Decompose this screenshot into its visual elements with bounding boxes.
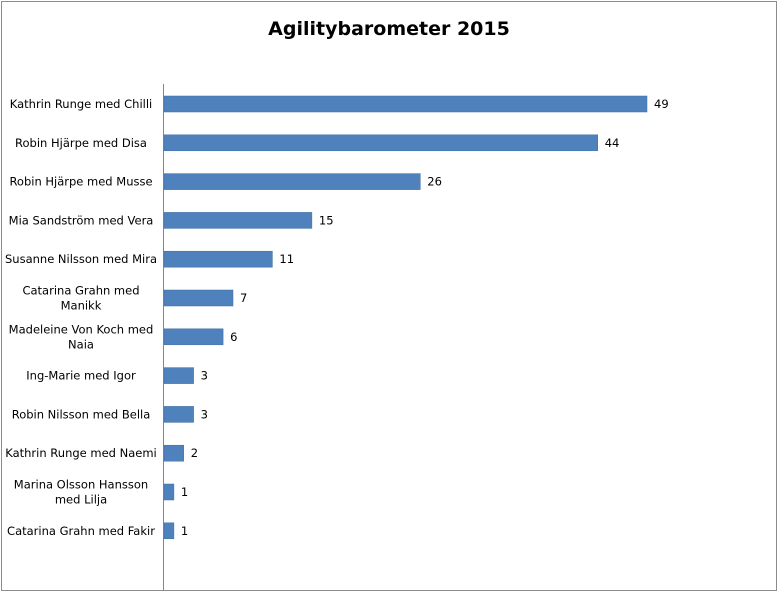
bar-value-label: 49 — [654, 97, 669, 111]
bar — [163, 212, 313, 229]
category-label: Kathrin Runge med Chilli — [10, 97, 152, 111]
category-label-line: Mia Sandström med Vera — [9, 213, 154, 227]
category-label-line: Madeleine Von Koch med — [9, 322, 154, 336]
bar-value-label: 15 — [319, 213, 334, 227]
category-label-line: Robin Hjärpe med Disa — [15, 136, 147, 150]
category-label: Catarina Grahn med Fakir — [7, 524, 155, 538]
category-label-line: Catarina Grahn med Fakir — [7, 524, 155, 538]
bar — [163, 444, 184, 462]
chart-title: Agilitybarometer 2015 — [268, 18, 510, 40]
category-label-line: Kathrin Runge med Chilli — [10, 97, 152, 111]
bar — [163, 173, 421, 190]
bar — [163, 328, 224, 346]
category-label-line: Marina Olsson Hansson — [14, 478, 148, 492]
bar-value-label: 3 — [201, 407, 208, 421]
bar-value-label: 1 — [181, 485, 188, 499]
category-label: Kathrin Runge med Naemi — [5, 446, 157, 460]
bar-value-label: 7 — [240, 291, 247, 305]
bar — [163, 483, 175, 501]
category-label: Robin Hjärpe med Musse — [9, 175, 152, 189]
bar-value-label: 44 — [605, 136, 620, 150]
bars-group: 49 Kathrin Runge med Chilli 44 Robin Hjärpe… — [5, 95, 669, 540]
category-label-line: Robin Hjärpe med Musse — [9, 175, 152, 189]
category-label: Susanne Nilsson med Mira — [5, 252, 157, 266]
bar-value-label: 3 — [201, 369, 208, 383]
bar — [163, 406, 194, 423]
category-label-line: Catarina Grahn med — [22, 284, 139, 298]
category-label: Marina Olsson Hansson med Lilja — [14, 478, 148, 507]
bar — [163, 95, 648, 113]
bar — [163, 367, 194, 384]
bar-value-label: 2 — [191, 446, 198, 460]
category-label-line: Susanne Nilsson med Mira — [5, 252, 157, 266]
bar-value-label: 6 — [230, 330, 237, 344]
category-label: Robin Nilsson med Bella — [12, 407, 151, 421]
bar-value-label: 11 — [279, 252, 294, 266]
category-label-line: med Lilja — [55, 493, 107, 507]
category-label: Mia Sandström med Vera — [9, 213, 154, 227]
category-label-line: Robin Nilsson med Bella — [12, 407, 151, 421]
category-label-line: Manikk — [61, 299, 102, 313]
bar-value-label: 26 — [427, 175, 442, 189]
category-label: Robin Hjärpe med Disa — [15, 136, 147, 150]
category-label-line: Kathrin Runge med Naemi — [5, 446, 157, 460]
category-label: Catarina Grahn med Manikk — [22, 284, 139, 313]
bar-value-label: 1 — [181, 524, 188, 538]
bar — [163, 134, 598, 152]
category-label-line: Naia — [68, 337, 94, 351]
category-label: Madeleine Von Koch med Naia — [9, 322, 154, 351]
bar — [163, 250, 273, 268]
bar — [163, 289, 234, 307]
category-label: Ing-Marie med Igor — [26, 369, 136, 383]
bar — [163, 522, 175, 540]
category-label-line: Ing-Marie med Igor — [26, 369, 136, 383]
